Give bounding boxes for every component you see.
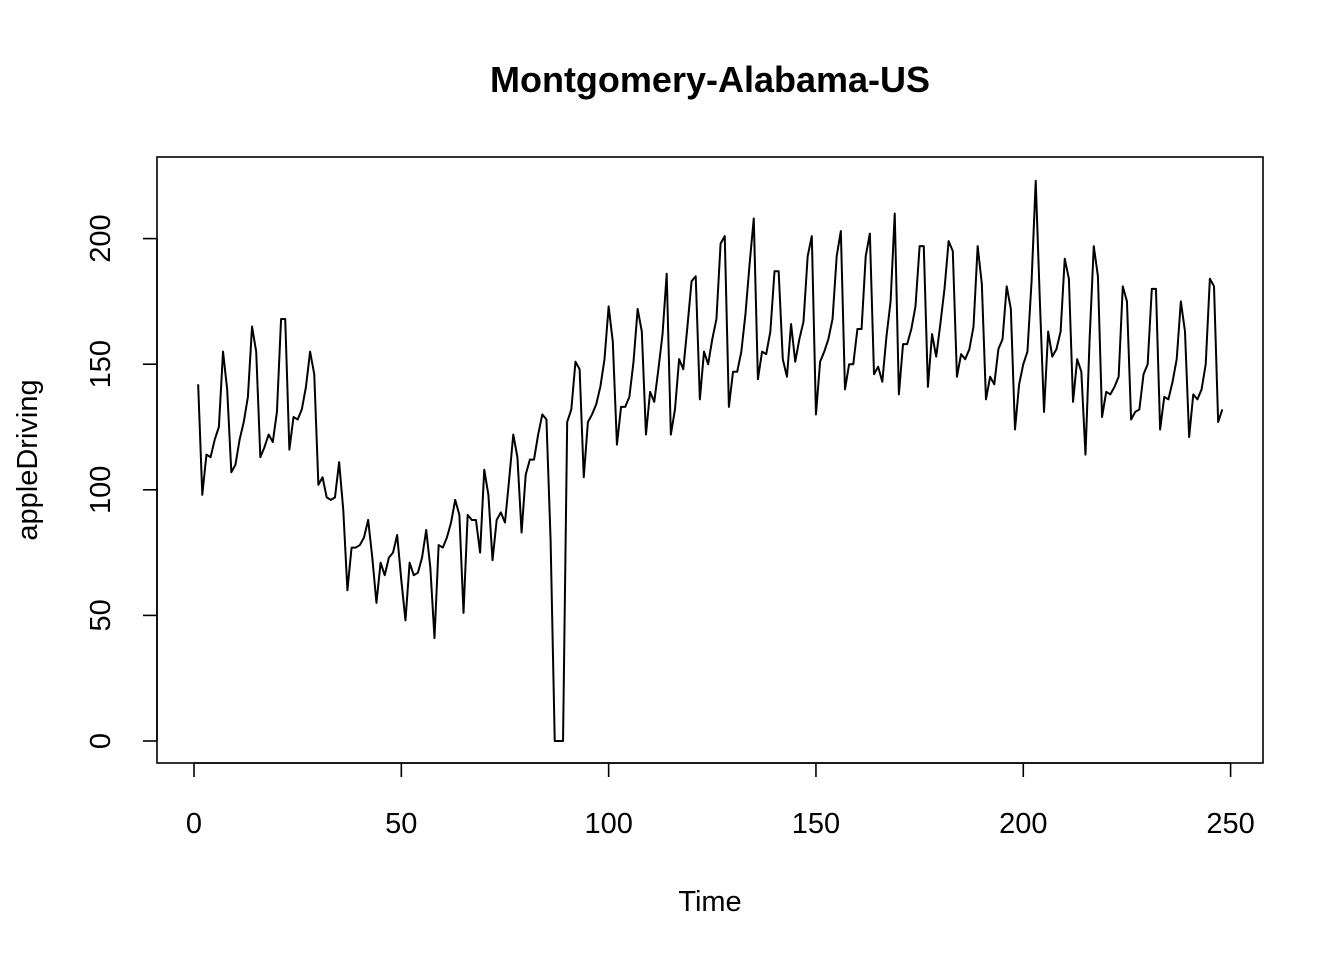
plot-frame	[156, 156, 1264, 764]
x-axis-label: Time	[678, 886, 741, 918]
x-tick-label: 250	[1206, 808, 1254, 840]
x-tick-label: 0	[186, 808, 202, 840]
y-tick-label: 0	[85, 733, 117, 749]
x-tick-label: 50	[385, 808, 417, 840]
y-tick-label: 200	[85, 214, 117, 262]
chart-title: Montgomery-Alabama-US	[490, 59, 930, 100]
y-tick-label: 100	[85, 466, 117, 514]
x-axis: 0 50 100 150 200 250	[186, 762, 1255, 840]
y-tick-label: 150	[85, 340, 117, 388]
series-line	[197, 179, 1224, 742]
y-axis: 0 50 100 150 200	[85, 214, 158, 749]
y-axis-label: appleDriving	[12, 379, 44, 540]
x-tick-label: 200	[999, 808, 1047, 840]
x-tick-label: 100	[584, 808, 632, 840]
x-tick-label: 150	[792, 808, 840, 840]
y-tick-label: 50	[85, 599, 117, 631]
